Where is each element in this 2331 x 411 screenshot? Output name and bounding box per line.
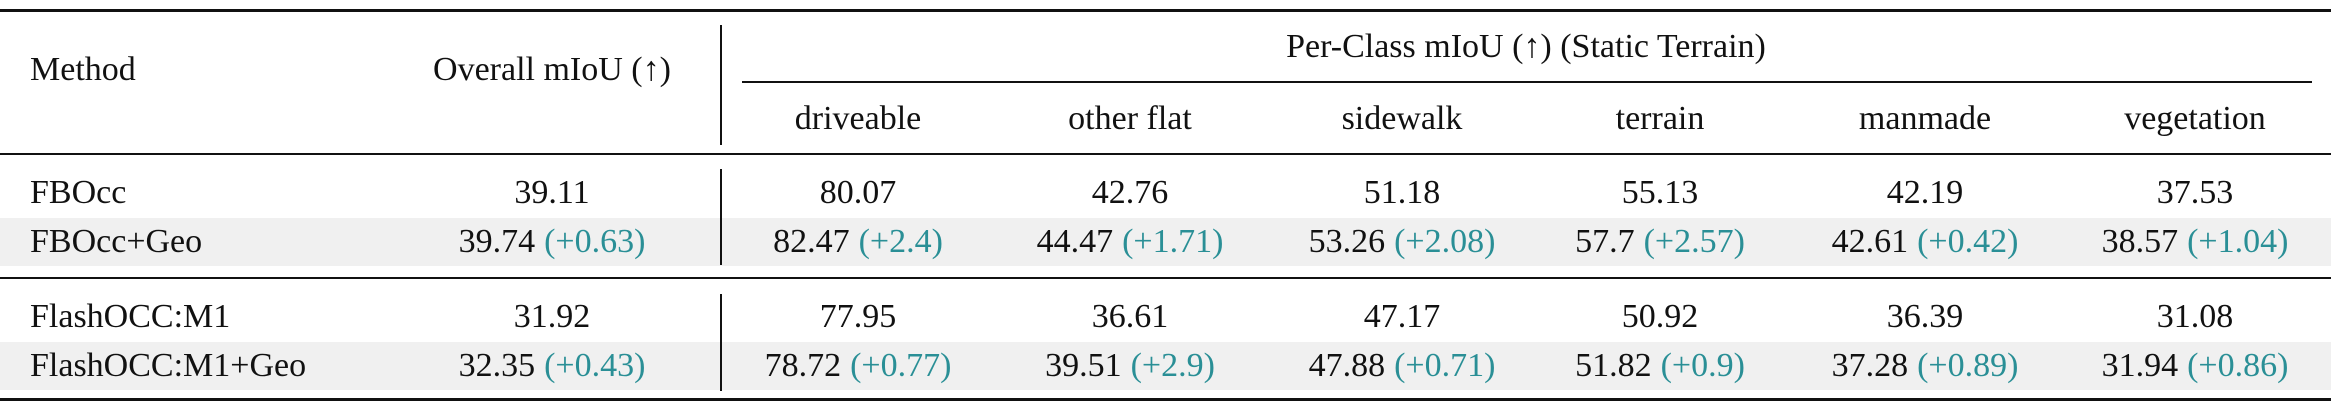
header-method: Method bbox=[30, 51, 136, 88]
method-cell: FlashOCC:M1+Geo bbox=[30, 347, 307, 384]
value: 55.13 bbox=[1621, 174, 1699, 211]
value: 37.53 bbox=[2156, 174, 2234, 211]
value: 32.35 bbox=[458, 347, 536, 384]
value-cell: 82.47 (+2.4) bbox=[773, 225, 943, 259]
delta: (+2.57) bbox=[1643, 223, 1745, 260]
mid-rule bbox=[0, 153, 2331, 155]
value: 42.76 bbox=[1091, 174, 1169, 211]
value: 78.72 bbox=[764, 347, 842, 384]
delta: (+0.63) bbox=[544, 223, 646, 260]
value-cell: 31.92 bbox=[514, 300, 591, 334]
value-cell: 39.11 bbox=[514, 176, 589, 210]
delta: (+2.9) bbox=[1130, 347, 1215, 384]
value-cell: 80.07 bbox=[820, 176, 897, 210]
row-shade bbox=[0, 342, 2331, 390]
value: 39.74 bbox=[458, 223, 536, 260]
delta: (+0.77) bbox=[850, 347, 952, 384]
value: 82.47 bbox=[773, 223, 850, 260]
method-cell: FBOcc bbox=[30, 174, 127, 211]
delta: (+0.9) bbox=[1660, 347, 1745, 384]
value-cell: 42.19 bbox=[1887, 176, 1964, 210]
value-cell: 39.74 (+0.63) bbox=[459, 225, 646, 259]
value: 37.28 bbox=[1831, 347, 1909, 384]
header-group: Per-Class mIoU (↑) (Static Terrain) bbox=[1286, 28, 1766, 65]
value-cell: 50.92 bbox=[1622, 300, 1699, 334]
bottom-rule bbox=[0, 398, 2331, 401]
value: 31.94 bbox=[2101, 347, 2179, 384]
value: 44.47 bbox=[1036, 223, 1114, 260]
delta: (+0.43) bbox=[544, 347, 646, 384]
header-class: driveable bbox=[794, 100, 922, 137]
column-separator bbox=[720, 169, 722, 265]
row-shade bbox=[0, 218, 2331, 266]
value: 47.17 bbox=[1363, 298, 1441, 335]
value-cell: 42.76 bbox=[1092, 176, 1169, 210]
value-cell: 39.51 (+2.9) bbox=[1045, 349, 1215, 383]
value-cell: 51.18 bbox=[1364, 176, 1441, 210]
delta: (+2.08) bbox=[1394, 223, 1496, 260]
value-cell: 36.39 bbox=[1887, 300, 1964, 334]
value-cell: 37.53 bbox=[2157, 176, 2234, 210]
header-overall: Overall mIoU (↑) bbox=[433, 51, 671, 88]
value: 39.11 bbox=[514, 174, 590, 211]
value-cell: 42.61 (+0.42) bbox=[1832, 225, 2019, 259]
header-class: vegetation bbox=[2124, 100, 2266, 137]
group-rule bbox=[742, 81, 2312, 83]
value: 31.92 bbox=[513, 298, 591, 335]
value: 38.57 bbox=[2101, 223, 2179, 260]
value-cell: 31.08 bbox=[2157, 300, 2234, 334]
value: 42.19 bbox=[1886, 174, 1964, 211]
value: 57.7 bbox=[1575, 223, 1635, 260]
value: 36.61 bbox=[1091, 298, 1169, 335]
header-class: terrain bbox=[1615, 100, 1705, 137]
value-cell: 57.7 (+2.57) bbox=[1575, 225, 1745, 259]
value: 77.95 bbox=[819, 298, 897, 335]
delta: (+0.89) bbox=[1917, 347, 2019, 384]
value-cell: 44.47 (+1.71) bbox=[1037, 225, 1224, 259]
method-cell: FBOcc+Geo bbox=[30, 223, 203, 260]
value: 42.61 bbox=[1831, 223, 1909, 260]
delta: (+2.4) bbox=[858, 223, 943, 260]
header-class: other flat bbox=[1068, 100, 1192, 137]
value: 36.39 bbox=[1886, 298, 1964, 335]
header-class: manmade bbox=[1858, 100, 1992, 137]
value: 50.92 bbox=[1621, 298, 1699, 335]
header-class: sidewalk bbox=[1341, 100, 1463, 137]
value-cell: 53.26 (+2.08) bbox=[1309, 225, 1496, 259]
value-cell: 51.82 (+0.9) bbox=[1575, 349, 1745, 383]
value-cell: 37.28 (+0.89) bbox=[1832, 349, 2019, 383]
value: 47.88 bbox=[1308, 347, 1386, 384]
value-cell: 38.57 (+1.04) bbox=[2102, 225, 2289, 259]
value-cell: 36.61 bbox=[1092, 300, 1169, 334]
value: 39.51 bbox=[1045, 347, 1122, 384]
value-cell: 78.72 (+0.77) bbox=[765, 349, 952, 383]
value: 80.07 bbox=[819, 174, 897, 211]
delta: (+0.86) bbox=[2187, 347, 2289, 384]
value-cell: 31.94 (+0.86) bbox=[2102, 349, 2289, 383]
value-cell: 32.35 (+0.43) bbox=[459, 349, 646, 383]
delta: (+0.71) bbox=[1394, 347, 1496, 384]
delta: (+1.04) bbox=[2187, 223, 2289, 260]
method-cell: FlashOCC:M1 bbox=[30, 298, 231, 335]
value: 31.08 bbox=[2156, 298, 2234, 335]
value-cell: 47.88 (+0.71) bbox=[1309, 349, 1496, 383]
value: 51.18 bbox=[1363, 174, 1441, 211]
value-cell: 47.17 bbox=[1364, 300, 1441, 334]
value: 53.26 bbox=[1308, 223, 1386, 260]
delta: (+1.71) bbox=[1122, 223, 1224, 260]
mid-rule bbox=[0, 277, 2331, 279]
delta: (+0.42) bbox=[1917, 223, 2019, 260]
value: 51.82 bbox=[1575, 347, 1652, 384]
column-separator bbox=[720, 25, 722, 145]
value-cell: 77.95 bbox=[820, 300, 897, 334]
value-cell: 55.13 bbox=[1622, 176, 1699, 210]
top-rule bbox=[0, 9, 2331, 12]
column-separator bbox=[720, 294, 722, 391]
